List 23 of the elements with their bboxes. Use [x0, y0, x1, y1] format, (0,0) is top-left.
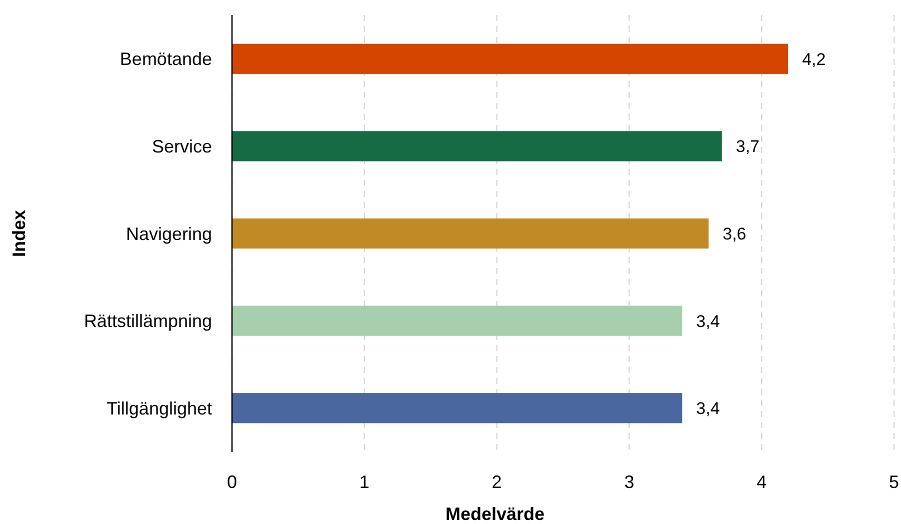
x-tick-label: 2	[492, 472, 502, 492]
y-tick-label: Rättstillämpning	[84, 311, 212, 332]
x-tick-label: 4	[756, 472, 767, 492]
x-tick-label: 1	[359, 472, 370, 492]
data-label: 3,7	[736, 137, 760, 156]
data-label: 3,6	[722, 224, 746, 244]
data-label: 3,4	[696, 312, 720, 331]
x-tick-label: 0	[226, 472, 238, 492]
bar	[232, 131, 722, 162]
x-tick-label: 3	[624, 472, 634, 492]
bar	[232, 218, 709, 249]
bar	[232, 306, 682, 336]
y-tick-label: Bemötande	[120, 49, 212, 70]
y-axis-title: Index	[9, 210, 29, 258]
bar	[232, 44, 788, 74]
y-tick-label: Navigering	[126, 224, 212, 244]
x-tick-label: 5	[888, 472, 900, 492]
y-tick-label: Service	[152, 136, 212, 156]
y-tick-label: Tillgänglighet	[106, 398, 212, 418]
x-axis-title: Medelvärde	[445, 504, 545, 524]
data-label: 3,4	[696, 399, 720, 418]
bar	[232, 393, 682, 424]
data-label: 4,2	[802, 50, 826, 69]
